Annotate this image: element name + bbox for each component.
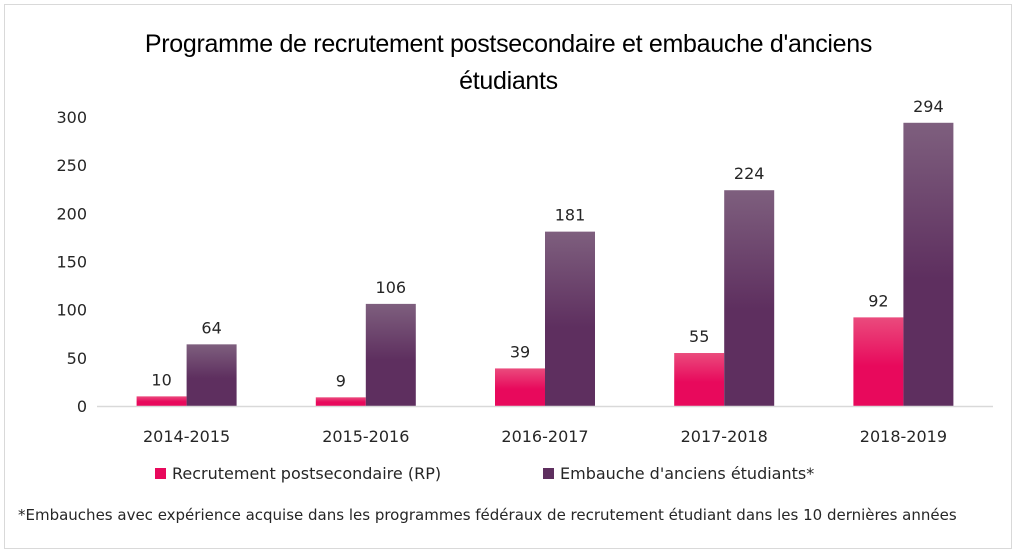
bar-embauche (186, 344, 237, 406)
y-tick-label: 0 (77, 397, 87, 416)
chart-frame (4, 4, 1012, 549)
y-axis: 0 50 100 150 200 250 300 (56, 108, 87, 416)
legend-item-rp[interactable]: Recrutement postsecondaire (RP) (155, 464, 441, 483)
y-tick-label: 50 (67, 349, 87, 368)
legend: Recrutement postsecondaire (RP) Embauche… (0, 464, 1017, 488)
bar-rp (315, 397, 366, 406)
x-tick-label: 2015-2016 (322, 427, 409, 446)
bars: 10 64 9 106 39 181 55 224 92 294 (136, 97, 954, 406)
data-label: 10 (151, 370, 171, 389)
bar-embauche (724, 190, 775, 406)
chart-title-line-1: Programme de recrutement postsecondaire … (144, 30, 873, 58)
data-label: 224 (734, 164, 765, 183)
data-label: 9 (336, 371, 346, 390)
data-label: 106 (376, 278, 407, 297)
bar-rp (136, 396, 187, 406)
bar-rp (495, 368, 545, 406)
data-label: 181 (555, 206, 586, 225)
chart-title: Programme de recrutement postsecondaire … (0, 26, 1017, 100)
chart-title-line-2: étudiants (459, 67, 558, 95)
y-tick-label: 250 (56, 156, 87, 175)
legend-swatch-embauche (543, 468, 554, 479)
data-label: 39 (510, 342, 530, 361)
data-label: 294 (913, 97, 944, 116)
data-label: 55 (689, 327, 709, 346)
legend-swatch-rp (155, 468, 166, 479)
bar-rp (853, 317, 904, 406)
legend-label-embauche: Embauche d'anciens étudiants* (560, 464, 815, 483)
legend-item-embauche[interactable]: Embauche d'anciens étudiants* (543, 464, 814, 483)
x-tick-label: 2016-2017 (501, 427, 588, 446)
legend-label-rp: Recrutement postsecondaire (RP) (172, 464, 442, 483)
bar-embauche (365, 303, 416, 406)
y-tick-label: 200 (56, 204, 87, 223)
x-axis: 2014-2015 2015-2016 2016-2017 2017-2018 2018… (143, 427, 947, 446)
y-tick-label: 100 (56, 301, 87, 320)
bar-embauche (903, 122, 954, 406)
footnote: *Embauches avec expérience acquise dans … (18, 506, 957, 524)
x-tick-label: 2014-2015 (143, 427, 230, 446)
bar-embauche (545, 231, 595, 406)
x-tick-label: 2017-2018 (681, 427, 768, 446)
x-tick-label: 2018-2019 (860, 427, 947, 446)
data-label: 92 (868, 291, 888, 310)
y-tick-label: 300 (56, 108, 87, 127)
y-tick-label: 150 (56, 253, 87, 272)
data-label: 64 (201, 318, 221, 337)
bar-rp (674, 353, 725, 406)
